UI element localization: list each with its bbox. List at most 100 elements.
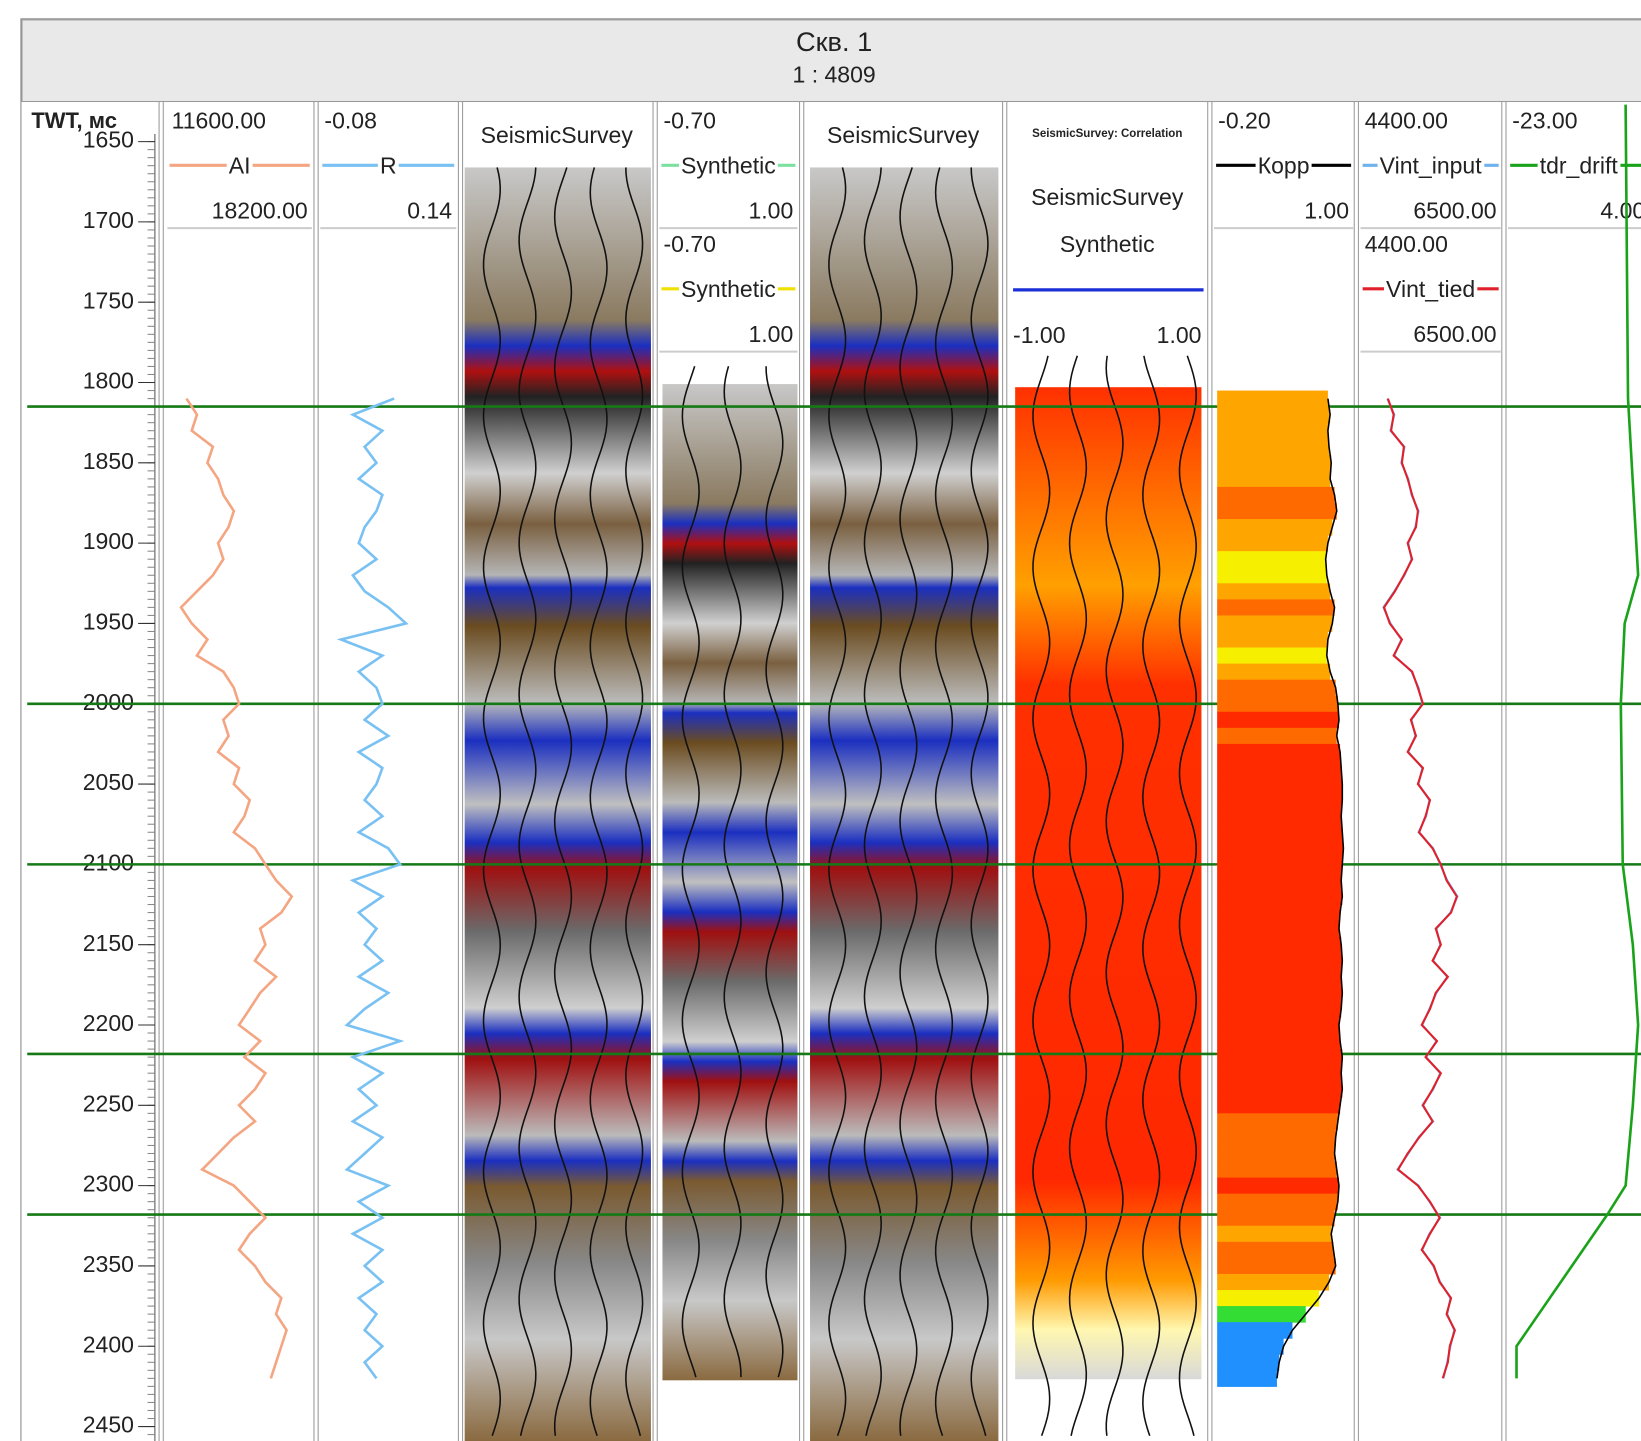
legend-label: Synthetic xyxy=(681,276,776,302)
legend-label: Vint_tied xyxy=(1386,276,1475,302)
kopp-fill xyxy=(1217,1322,1292,1339)
legend-label: Корр xyxy=(1258,153,1310,179)
kopp-fill xyxy=(1217,905,1340,922)
range-min: -0.20 xyxy=(1218,108,1270,134)
legend-label: Vint_input xyxy=(1380,153,1483,179)
range-max: 1.00 xyxy=(748,198,793,224)
kopp-fill xyxy=(1217,407,1330,424)
range-max: 0.14 xyxy=(407,198,452,224)
correlation-title: SeismicSurvey: Correlation xyxy=(1032,128,1182,140)
kopp-fill xyxy=(1217,1210,1334,1227)
range-min: 4400.00 xyxy=(1365,231,1448,257)
tick-label: 2050 xyxy=(83,769,134,795)
kopp-fill xyxy=(1217,1145,1334,1162)
legend-label: tdr_drift xyxy=(1540,153,1619,179)
seismic-title: SeismicSurvey xyxy=(827,122,980,148)
kopp-fill xyxy=(1217,1129,1336,1146)
kopp-fill xyxy=(1217,455,1331,472)
tick-label: 1900 xyxy=(83,528,134,554)
kopp-fill xyxy=(1217,1258,1336,1275)
kopp-fill xyxy=(1217,503,1337,520)
kopp-fill xyxy=(1217,599,1334,616)
tick-label: 2300 xyxy=(83,1171,134,1197)
kopp-fill xyxy=(1217,872,1341,889)
kopp-fill xyxy=(1217,1178,1339,1195)
range-min: -23.00 xyxy=(1512,108,1577,134)
kopp-fill xyxy=(1217,519,1332,536)
range-max: 1.00 xyxy=(748,321,793,347)
tick-label: 2400 xyxy=(83,1331,134,1357)
kopp-fill xyxy=(1217,680,1336,697)
seismic-title: SeismicSurvey xyxy=(481,122,634,148)
legend-label: R xyxy=(380,153,397,179)
kopp-fill xyxy=(1217,712,1339,729)
kopp-fill xyxy=(1217,953,1342,970)
kopp-fill xyxy=(1217,985,1342,1002)
kopp-fill xyxy=(1217,921,1339,938)
kopp-fill xyxy=(1217,1274,1329,1291)
tick-label: 2100 xyxy=(83,849,134,875)
kopp-fill xyxy=(1217,1113,1338,1130)
range-min: 4400.00 xyxy=(1365,108,1448,134)
kopp-fill xyxy=(1217,776,1342,793)
kopp-fill xyxy=(1217,1242,1333,1259)
kopp-fill xyxy=(1217,439,1329,456)
kopp-fill xyxy=(1217,696,1338,713)
kopp-fill xyxy=(1217,1162,1337,1179)
kopp-fill xyxy=(1217,1081,1342,1098)
tick-label: 2150 xyxy=(83,930,134,956)
tick-label: 2250 xyxy=(83,1090,134,1116)
correlation-label: SeismicSurvey xyxy=(1031,184,1184,210)
range-max: 1.00 xyxy=(1157,322,1202,348)
legend-label: AI xyxy=(229,153,251,179)
tick-label: 1650 xyxy=(83,127,134,153)
kopp-fill xyxy=(1217,1354,1279,1371)
range-max: 4.00 xyxy=(1600,198,1641,224)
kopp-fill xyxy=(1217,760,1341,777)
kopp-fill xyxy=(1217,1017,1339,1034)
kopp-fill xyxy=(1217,744,1340,761)
kopp-fill xyxy=(1217,1194,1338,1211)
tick-label: 2450 xyxy=(83,1412,134,1438)
range-max: 1.00 xyxy=(1304,198,1349,224)
tick-label: 1850 xyxy=(83,448,134,474)
kopp-fill xyxy=(1217,728,1337,745)
kopp-fill xyxy=(1217,1065,1341,1082)
range-min: -0.70 xyxy=(664,108,716,134)
kopp-fill xyxy=(1217,567,1327,584)
kopp-fill xyxy=(1217,824,1342,841)
range-min: -0.08 xyxy=(324,108,376,134)
kopp-fill xyxy=(1217,391,1328,408)
scale: 1 : 4809 xyxy=(793,61,876,87)
tick-label: 1750 xyxy=(83,287,134,313)
kopp-fill xyxy=(1217,1033,1340,1050)
kopp-fill xyxy=(1217,1097,1340,1114)
kopp-fill xyxy=(1217,840,1343,857)
kopp-fill xyxy=(1217,1338,1283,1355)
tick-label: 1700 xyxy=(83,207,134,233)
tick-label: 2000 xyxy=(83,689,134,715)
kopp-fill xyxy=(1217,487,1334,504)
correlation-label: Synthetic xyxy=(1060,231,1155,257)
well-panel: Скв. 1 1 : 4809 TWT, мс16501700175018001… xyxy=(0,0,1641,1441)
kopp-fill xyxy=(1217,471,1330,488)
tick-label: 1950 xyxy=(83,609,134,635)
kopp-fill xyxy=(1217,1049,1342,1066)
well-name: Скв. 1 xyxy=(796,26,872,57)
kopp-fill xyxy=(1217,1306,1306,1323)
kopp-fill xyxy=(1217,1290,1319,1307)
range-max: 6500.00 xyxy=(1413,321,1496,347)
kopp-fill xyxy=(1217,937,1341,954)
kopp-fill xyxy=(1217,423,1328,440)
range-max: 6500.00 xyxy=(1413,198,1496,224)
kopp-fill xyxy=(1217,551,1326,568)
kopp-fill xyxy=(1217,888,1342,905)
kopp-fill xyxy=(1217,1370,1277,1387)
tick-label: 1800 xyxy=(83,368,134,394)
tick-label: 2200 xyxy=(83,1010,134,1036)
kopp-fill xyxy=(1217,535,1328,552)
kopp-fill xyxy=(1217,664,1330,681)
legend-label: Synthetic xyxy=(681,153,776,179)
kopp-fill xyxy=(1217,1226,1331,1243)
kopp-fill xyxy=(1217,792,1342,809)
